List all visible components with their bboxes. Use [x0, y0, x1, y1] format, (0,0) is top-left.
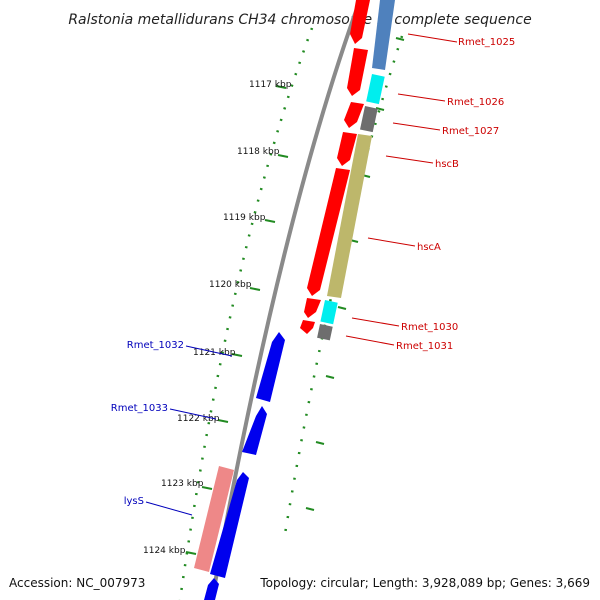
cds-arrow[interactable] — [210, 472, 249, 578]
cds-arrow[interactable] — [204, 578, 219, 600]
gene-label[interactable]: Rmet_1032 — [127, 340, 184, 351]
cds-arrow[interactable] — [347, 48, 368, 96]
cds-track-forward — [300, 0, 370, 334]
ruler-tick: 1122 kbp — [177, 414, 229, 424]
ruler-label: 1123 kbp — [161, 479, 204, 489]
ruler-tick: 1119 kbp — [223, 213, 276, 223]
gene-label[interactable]: lysS — [124, 496, 144, 507]
feature-block-gray[interactable] — [317, 324, 333, 341]
gene-labels-forward: Rmet_1025 Rmet_1026 Rmet_1027 hscB hscA … — [345, 33, 515, 352]
feature-block-gray[interactable] — [360, 106, 378, 133]
ruler-label: 1119 kbp — [223, 213, 266, 223]
gene-label[interactable]: Rmet_1026 — [447, 97, 504, 108]
gene-label[interactable]: hscA — [417, 242, 441, 253]
cds-arrow[interactable] — [307, 168, 350, 296]
cds-arrow[interactable] — [242, 406, 267, 455]
ruler-tick: 1118 kbp — [237, 147, 289, 158]
gene-label-group[interactable]: hscA — [367, 237, 441, 253]
outer-dotted-track — [178, 27, 314, 600]
inner-dotted-track — [282, 35, 404, 541]
gene-label-group[interactable]: Rmet_1033 — [111, 403, 217, 420]
cds-arrow[interactable] — [350, 0, 370, 44]
gene-labels-reverse: Rmet_1032 Rmet_1033 lysS — [111, 340, 233, 516]
ruler-tick: 1121 kbp — [193, 348, 243, 358]
ruler-tick: 1120 kbp — [209, 280, 261, 291]
gene-label-group[interactable]: Rmet_1032 — [127, 340, 233, 357]
ruler-label: 1122 kbp — [177, 414, 220, 424]
gene-label[interactable]: Rmet_1025 — [458, 37, 515, 48]
gene-label-group[interactable]: Rmet_1027 — [392, 122, 499, 137]
gene-label-group[interactable]: Rmet_1031 — [345, 335, 453, 352]
feature-track — [317, 0, 395, 341]
gene-label[interactable]: Rmet_1030 — [401, 322, 458, 333]
gene-label[interactable]: Rmet_1033 — [111, 403, 168, 414]
cds-arrow[interactable] — [194, 466, 234, 572]
gene-label-group[interactable]: hscB — [385, 155, 459, 170]
gene-label[interactable]: Rmet_1031 — [396, 341, 453, 352]
topology-summary: Topology: circular; Length: 3,928,089 bp… — [259, 576, 590, 590]
cds-arrow[interactable] — [300, 320, 315, 334]
cds-arrow[interactable] — [344, 102, 364, 128]
gene-label-group[interactable]: Rmet_1026 — [397, 93, 504, 108]
cds-arrow[interactable] — [337, 132, 357, 166]
ruler-tick: 1124 kbp — [143, 546, 197, 556]
cds-track-reverse — [194, 332, 285, 600]
feature-block-steelblue[interactable] — [372, 0, 395, 70]
gene-label-group[interactable]: lysS — [124, 496, 193, 516]
feature-block-olive[interactable] — [327, 134, 372, 298]
ruler-tick: 1117 kbp — [249, 80, 292, 90]
gene-label[interactable]: Rmet_1027 — [442, 126, 499, 137]
ruler-label: 1124 kbp — [143, 546, 186, 556]
cds-arrow[interactable] — [304, 298, 321, 318]
gene-label-group[interactable]: Rmet_1030 — [351, 317, 458, 333]
accession-text: Accession: NC_007973 — [9, 576, 145, 590]
ruler-tick: 1123 kbp — [161, 479, 213, 490]
ruler: 1117 kbp 1118 kbp 1119 kbp 1120 kbp 1121… — [143, 80, 292, 556]
ruler-label: 1120 kbp — [209, 280, 252, 290]
ruler-label: 1118 kbp — [237, 147, 280, 157]
map-title: Ralstonia metallidurans CH34 chromosome … — [68, 12, 531, 28]
feature-block-cyan[interactable] — [366, 74, 385, 105]
ruler-label: 1117 kbp — [249, 80, 292, 90]
feature-block-cyan[interactable] — [320, 300, 338, 325]
backbone-line — [210, 0, 362, 600]
gene-label[interactable]: hscB — [435, 159, 459, 170]
ruler-label: 1121 kbp — [193, 348, 236, 358]
cds-arrow[interactable] — [256, 332, 285, 402]
gene-label-group[interactable]: Rmet_1025 — [407, 33, 515, 48]
